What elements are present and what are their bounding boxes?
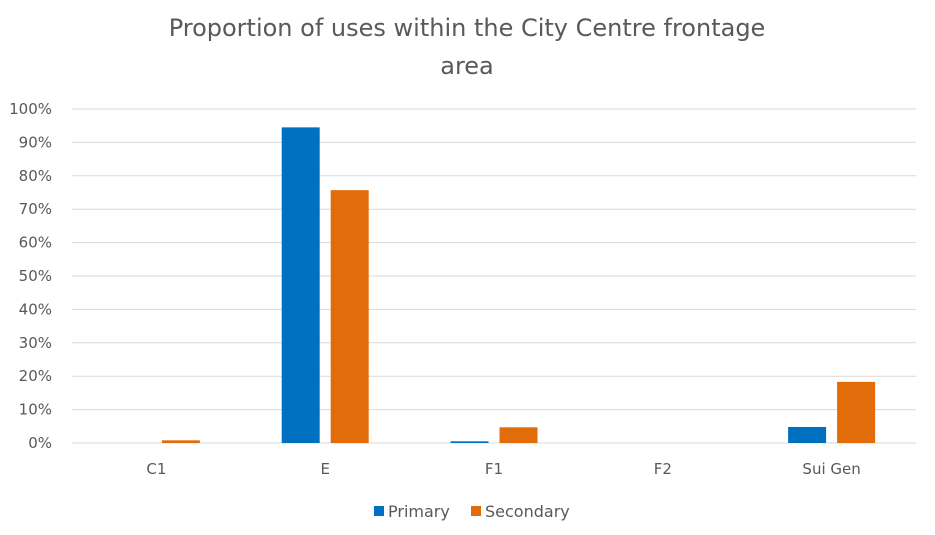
- y-axis-ticks: 0% 10% 20% 30% 40% 50% 60% 70% 80% 90% 100%: [9, 100, 52, 452]
- chart-title-line-2: area: [440, 52, 494, 80]
- y-tick-label: 60%: [19, 234, 52, 252]
- bar-secondary-sui-gen: [837, 381, 876, 443]
- bar-secondary-c1: [161, 440, 200, 443]
- y-tick-label: 70%: [19, 200, 52, 218]
- x-tick-label: F1: [485, 460, 503, 478]
- x-tick-label: F2: [654, 460, 672, 478]
- y-tick-label: 90%: [19, 133, 52, 151]
- chart-title-line-1: Proportion of uses within the City Centr…: [169, 14, 766, 42]
- legend-swatch-secondary: [471, 506, 481, 516]
- bar-secondary-e: [330, 190, 369, 443]
- y-tick-label: 0%: [28, 434, 52, 452]
- y-tick-label: 50%: [19, 267, 52, 285]
- gridlines: [72, 108, 916, 444]
- legend-swatch-primary: [374, 506, 384, 516]
- bar-primary-e: [281, 127, 320, 444]
- x-tick-label: E: [320, 460, 329, 478]
- y-tick-label: 10%: [19, 401, 52, 419]
- legend: Primary Secondary: [374, 502, 570, 521]
- x-axis-ticks: C1 E F1 F2 Sui Gen: [146, 460, 860, 478]
- bars: [161, 127, 876, 444]
- y-tick-label: 80%: [19, 167, 52, 185]
- bar-primary-f1: [450, 441, 489, 443]
- bar-primary-sui-gen: [788, 426, 827, 443]
- bar-secondary-f1: [499, 427, 538, 443]
- y-tick-label: 40%: [19, 300, 52, 318]
- x-tick-label: C1: [146, 460, 166, 478]
- y-tick-label: 100%: [9, 100, 52, 118]
- x-tick-label: Sui Gen: [802, 460, 860, 478]
- y-tick-label: 30%: [19, 334, 52, 352]
- legend-label-primary: Primary: [388, 502, 450, 521]
- y-tick-label: 20%: [19, 367, 52, 385]
- legend-label-secondary: Secondary: [485, 502, 570, 521]
